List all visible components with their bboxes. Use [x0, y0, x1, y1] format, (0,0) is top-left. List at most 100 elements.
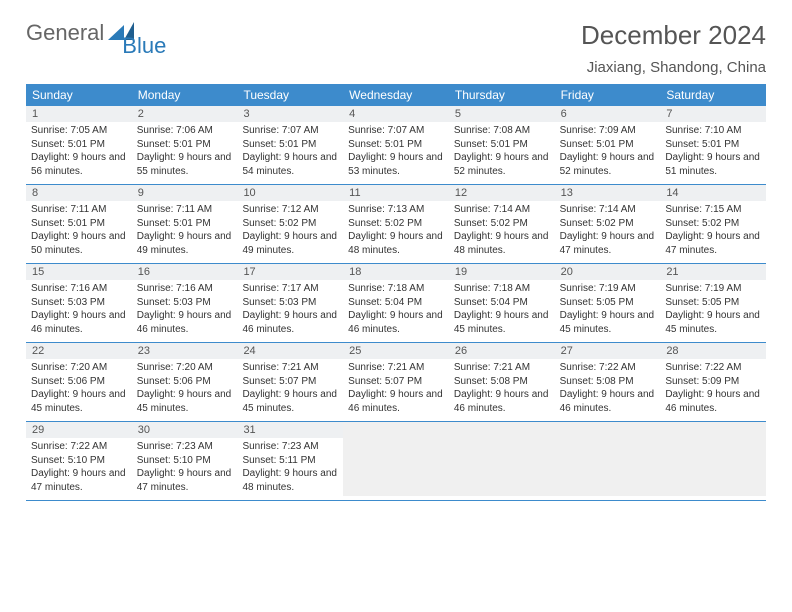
day-details: Sunrise: 7:17 AMSunset: 5:03 PMDaylight:…	[237, 280, 343, 342]
day-details: Sunrise: 7:06 AMSunset: 5:01 PMDaylight:…	[132, 122, 238, 184]
day-details: Sunrise: 7:18 AMSunset: 5:04 PMDaylight:…	[343, 280, 449, 342]
day-details: Sunrise: 7:14 AMSunset: 5:02 PMDaylight:…	[449, 201, 555, 263]
date-number: 26	[449, 343, 555, 359]
day-details: Sunrise: 7:07 AMSunset: 5:01 PMDaylight:…	[237, 122, 343, 184]
day-details: Sunrise: 7:09 AMSunset: 5:01 PMDaylight:…	[555, 122, 661, 184]
daylight-text: Daylight: 9 hours and 53 minutes.	[348, 151, 444, 178]
calendar-page: General December 2024 General Blue Jiaxi…	[0, 0, 792, 521]
day-details: Sunrise: 7:12 AMSunset: 5:02 PMDaylight:…	[237, 201, 343, 263]
location-label: Jiaxiang, Shandong, China	[26, 59, 766, 76]
sunset-text: Sunset: 5:04 PM	[348, 296, 444, 310]
sunset-text: Sunset: 5:01 PM	[454, 138, 550, 152]
sunrise-text: Sunrise: 7:15 AM	[665, 203, 761, 217]
day-cell: 15Sunrise: 7:16 AMSunset: 5:03 PMDayligh…	[26, 264, 132, 342]
daylight-text: Daylight: 9 hours and 45 minutes.	[137, 388, 233, 415]
brand-logo: General	[26, 20, 134, 46]
sunrise-text: Sunrise: 7:14 AM	[560, 203, 656, 217]
sunset-text: Sunset: 5:02 PM	[665, 217, 761, 231]
sunset-text: Sunset: 5:05 PM	[665, 296, 761, 310]
date-number: 18	[343, 264, 449, 280]
day-cell	[449, 422, 555, 500]
day-details: Sunrise: 7:22 AMSunset: 5:09 PMDaylight:…	[660, 359, 766, 421]
weekday-header-row: Sunday Monday Tuesday Wednesday Thursday…	[26, 84, 766, 106]
daylight-text: Daylight: 9 hours and 46 minutes.	[348, 309, 444, 336]
sunset-text: Sunset: 5:11 PM	[242, 454, 338, 468]
day-details	[660, 438, 766, 496]
day-cell: 27Sunrise: 7:22 AMSunset: 5:08 PMDayligh…	[555, 343, 661, 421]
date-number: 1	[26, 106, 132, 122]
daylight-text: Daylight: 9 hours and 54 minutes.	[242, 151, 338, 178]
day-details: Sunrise: 7:23 AMSunset: 5:11 PMDaylight:…	[237, 438, 343, 500]
day-cell: 25Sunrise: 7:21 AMSunset: 5:07 PMDayligh…	[343, 343, 449, 421]
day-details: Sunrise: 7:21 AMSunset: 5:07 PMDaylight:…	[237, 359, 343, 421]
weekday-header: Tuesday	[237, 84, 343, 106]
date-number: 7	[660, 106, 766, 122]
daylight-text: Daylight: 9 hours and 51 minutes.	[665, 151, 761, 178]
day-cell: 29Sunrise: 7:22 AMSunset: 5:10 PMDayligh…	[26, 422, 132, 500]
date-number: 3	[237, 106, 343, 122]
day-details: Sunrise: 7:18 AMSunset: 5:04 PMDaylight:…	[449, 280, 555, 342]
sunset-text: Sunset: 5:01 PM	[137, 217, 233, 231]
daylight-text: Daylight: 9 hours and 45 minutes.	[665, 309, 761, 336]
sunset-text: Sunset: 5:02 PM	[560, 217, 656, 231]
day-cell: 24Sunrise: 7:21 AMSunset: 5:07 PMDayligh…	[237, 343, 343, 421]
day-details: Sunrise: 7:05 AMSunset: 5:01 PMDaylight:…	[26, 122, 132, 184]
weeks-container: 1Sunrise: 7:05 AMSunset: 5:01 PMDaylight…	[26, 106, 766, 501]
daylight-text: Daylight: 9 hours and 46 minutes.	[31, 309, 127, 336]
day-cell: 4Sunrise: 7:07 AMSunset: 5:01 PMDaylight…	[343, 106, 449, 184]
day-cell: 18Sunrise: 7:18 AMSunset: 5:04 PMDayligh…	[343, 264, 449, 342]
day-cell: 10Sunrise: 7:12 AMSunset: 5:02 PMDayligh…	[237, 185, 343, 263]
day-details: Sunrise: 7:08 AMSunset: 5:01 PMDaylight:…	[449, 122, 555, 184]
day-cell: 16Sunrise: 7:16 AMSunset: 5:03 PMDayligh…	[132, 264, 238, 342]
daylight-text: Daylight: 9 hours and 46 minutes.	[560, 388, 656, 415]
sunrise-text: Sunrise: 7:19 AM	[665, 282, 761, 296]
sunrise-text: Sunrise: 7:09 AM	[560, 124, 656, 138]
date-number: 30	[132, 422, 238, 438]
daylight-text: Daylight: 9 hours and 52 minutes.	[454, 151, 550, 178]
date-number: 22	[26, 343, 132, 359]
date-number: 12	[449, 185, 555, 201]
sunset-text: Sunset: 5:01 PM	[665, 138, 761, 152]
sunrise-text: Sunrise: 7:23 AM	[137, 440, 233, 454]
day-cell: 1Sunrise: 7:05 AMSunset: 5:01 PMDaylight…	[26, 106, 132, 184]
date-number: 13	[555, 185, 661, 201]
daylight-text: Daylight: 9 hours and 52 minutes.	[560, 151, 656, 178]
day-cell: 13Sunrise: 7:14 AMSunset: 5:02 PMDayligh…	[555, 185, 661, 263]
daylight-text: Daylight: 9 hours and 47 minutes.	[665, 230, 761, 257]
day-cell: 30Sunrise: 7:23 AMSunset: 5:10 PMDayligh…	[132, 422, 238, 500]
day-cell	[660, 422, 766, 500]
daylight-text: Daylight: 9 hours and 46 minutes.	[665, 388, 761, 415]
weekday-header: Saturday	[660, 84, 766, 106]
sunrise-text: Sunrise: 7:14 AM	[454, 203, 550, 217]
date-number: 27	[555, 343, 661, 359]
day-details: Sunrise: 7:23 AMSunset: 5:10 PMDaylight:…	[132, 438, 238, 500]
week-row: 8Sunrise: 7:11 AMSunset: 5:01 PMDaylight…	[26, 185, 766, 264]
day-cell: 22Sunrise: 7:20 AMSunset: 5:06 PMDayligh…	[26, 343, 132, 421]
page-title: December 2024	[581, 20, 766, 51]
date-number: 10	[237, 185, 343, 201]
date-number: 9	[132, 185, 238, 201]
sunrise-text: Sunrise: 7:10 AM	[665, 124, 761, 138]
date-number	[449, 422, 555, 438]
day-cell: 7Sunrise: 7:10 AMSunset: 5:01 PMDaylight…	[660, 106, 766, 184]
date-number: 8	[26, 185, 132, 201]
day-details: Sunrise: 7:10 AMSunset: 5:01 PMDaylight:…	[660, 122, 766, 184]
day-cell: 8Sunrise: 7:11 AMSunset: 5:01 PMDaylight…	[26, 185, 132, 263]
weekday-header: Monday	[132, 84, 238, 106]
sunrise-text: Sunrise: 7:08 AM	[454, 124, 550, 138]
sunset-text: Sunset: 5:01 PM	[31, 138, 127, 152]
day-cell	[343, 422, 449, 500]
day-details	[449, 438, 555, 496]
day-cell: 26Sunrise: 7:21 AMSunset: 5:08 PMDayligh…	[449, 343, 555, 421]
day-cell	[555, 422, 661, 500]
date-number: 24	[237, 343, 343, 359]
daylight-text: Daylight: 9 hours and 47 minutes.	[137, 467, 233, 494]
calendar-grid: Sunday Monday Tuesday Wednesday Thursday…	[26, 84, 766, 501]
date-number: 23	[132, 343, 238, 359]
sunset-text: Sunset: 5:03 PM	[242, 296, 338, 310]
sunrise-text: Sunrise: 7:17 AM	[242, 282, 338, 296]
date-number: 14	[660, 185, 766, 201]
day-cell: 23Sunrise: 7:20 AMSunset: 5:06 PMDayligh…	[132, 343, 238, 421]
sunrise-text: Sunrise: 7:22 AM	[665, 361, 761, 375]
daylight-text: Daylight: 9 hours and 46 minutes.	[137, 309, 233, 336]
